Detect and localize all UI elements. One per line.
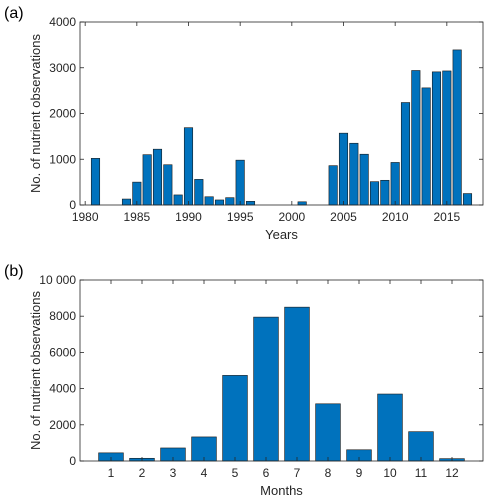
bar-11 <box>408 431 434 462</box>
bar-2006 <box>349 142 359 206</box>
x-tick-label: 7 <box>294 466 301 480</box>
x-tick-label: 3 <box>170 466 177 480</box>
bar-2017 <box>462 193 473 206</box>
bar-6 <box>253 316 279 462</box>
y-axis-label: No. of nutrient observations <box>28 291 43 450</box>
bar-10 <box>377 393 403 462</box>
y-tick-label: 0 <box>69 454 76 468</box>
bar-1993 <box>214 199 225 206</box>
x-tick-label: 2000 <box>278 210 305 224</box>
x-tick-label: 6 <box>263 466 270 480</box>
bar-2013 <box>421 87 431 206</box>
bar-2011 <box>400 102 411 206</box>
bar-1988 <box>163 164 173 206</box>
bar-8 <box>315 403 341 462</box>
bar-1990 <box>183 127 194 206</box>
bar-2001 <box>297 201 307 206</box>
bar-1984 <box>121 198 132 206</box>
y-tick-label: 2000 <box>49 107 76 121</box>
bar-2007 <box>359 153 369 206</box>
x-tick-label: 8 <box>325 466 332 480</box>
x-tick-label: 10 <box>383 466 397 480</box>
y-axis-label: No. of nutrient observations <box>28 34 43 193</box>
bar-2016 <box>452 49 462 206</box>
bar-7 <box>284 306 310 462</box>
bar-1989 <box>173 194 183 206</box>
bar-5 <box>222 375 248 462</box>
bar-1994 <box>225 197 235 206</box>
bar-4 <box>191 436 217 462</box>
x-tick-label: 2005 <box>330 210 357 224</box>
bar-2009 <box>380 179 390 206</box>
bar-2010 <box>390 162 400 206</box>
y-tick-label: 4000 <box>49 15 76 29</box>
bar-2012 <box>411 70 421 206</box>
bar-1996 <box>245 201 256 206</box>
y-tick-label: 0 <box>69 198 76 212</box>
bar-2015 <box>442 70 452 206</box>
x-tick-label: 12 <box>445 466 459 480</box>
x-tick-label: 4 <box>201 466 208 480</box>
x-tick-label: 2 <box>139 466 146 480</box>
x-axis-label: Years <box>265 227 298 242</box>
panel-label: (b) <box>4 263 24 280</box>
bar-1986 <box>142 154 152 206</box>
y-tick-label: 10 000 <box>39 273 76 287</box>
y-tick-label: 3000 <box>49 61 76 75</box>
y-tick-label: 4000 <box>49 382 76 396</box>
x-tick-label: 1980 <box>72 210 99 224</box>
bar-2014 <box>431 71 442 206</box>
bar-2008 <box>369 181 380 206</box>
x-tick-label: 1990 <box>175 210 202 224</box>
x-tick-label: 1995 <box>227 210 254 224</box>
axes-box <box>79 279 484 462</box>
bar-2005 <box>338 132 349 206</box>
panel-label: (a) <box>4 5 24 22</box>
x-tick-label: 2010 <box>382 210 409 224</box>
x-tick-label: 2015 <box>433 210 460 224</box>
bar-1981 <box>90 158 101 206</box>
y-tick-label: 8000 <box>49 309 76 323</box>
y-tick-label: 2000 <box>49 418 76 432</box>
y-tick-label: 1000 <box>49 152 76 166</box>
x-tick-label: 11 <box>415 466 428 480</box>
x-axis-label: Months <box>260 483 303 498</box>
bar-1991 <box>194 179 204 206</box>
bar-1987 <box>152 148 163 206</box>
x-tick-label: 5 <box>232 466 239 480</box>
bar-1995 <box>235 159 245 206</box>
y-tick-label: 6000 <box>49 345 76 359</box>
bar-2004 <box>328 165 338 206</box>
bar-1992 <box>204 196 214 206</box>
x-tick-label: 1985 <box>123 210 150 224</box>
x-tick-label: 1 <box>108 466 115 480</box>
chart-panel-a: 1980 1985 1990 1995 2000 2005 2010 2015 0 1000 200… <box>4 5 484 242</box>
x-tick-label: 9 <box>356 466 363 480</box>
